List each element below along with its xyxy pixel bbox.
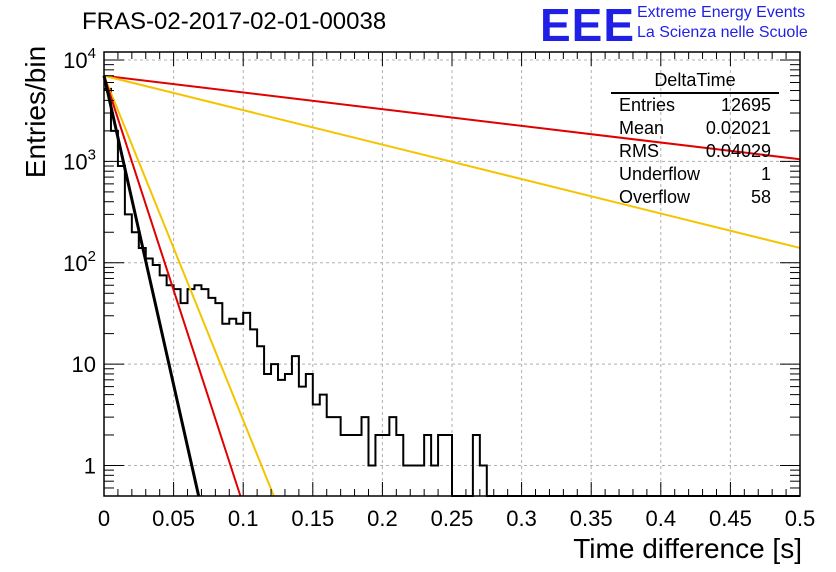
- x-tick-label: 0.1: [228, 506, 259, 531]
- stats-value: 12695: [720, 95, 771, 115]
- stats-name: DeltaTime: [611, 70, 779, 94]
- stats-row: RMS 0.04029: [611, 140, 779, 163]
- x-tick-label: 0: [98, 506, 110, 531]
- tick-labels: 0 0.05 0.1 0.15 0.2 0.25 0.3 0.35 0.4 0.45 0.5 1 10 1…: [63, 45, 815, 531]
- x-tick-label: 0.35: [570, 506, 613, 531]
- fit-line-black: [102, 75, 201, 497]
- stats-label: Underflow: [619, 164, 701, 184]
- x-tick-label: 0.4: [646, 506, 677, 531]
- y-tick-label: 1: [84, 453, 96, 478]
- logo-line-2: La Scienza nelle Scuole: [637, 24, 808, 41]
- stats-row: Overflow 58: [611, 186, 779, 209]
- fit-line-red: [103, 75, 242, 497]
- x-tick-label: 0.3: [506, 506, 537, 531]
- stats-label: Mean: [619, 118, 665, 138]
- x-tick-label: 0.2: [367, 506, 398, 531]
- stats-value: 0.04029: [705, 141, 771, 161]
- x-tick-label: 0.05: [152, 506, 195, 531]
- x-axis-label: Time difference [s]: [573, 533, 802, 564]
- stats-label: Overflow: [619, 187, 691, 207]
- ticks: [103, 52, 801, 497]
- y-tick-label: 10: [72, 352, 96, 377]
- eee-logo: EEE: [540, 0, 636, 51]
- x-tick-label: 0.5: [785, 506, 816, 531]
- x-tick-label: 0.25: [431, 506, 474, 531]
- x-tick-label: 0.45: [709, 506, 752, 531]
- y-tick-label: 104: [63, 45, 96, 73]
- stats-box: DeltaTime Entries 12695 Mean 0.02021 RMS 0.…: [611, 70, 779, 209]
- fit-line-orange: [103, 75, 275, 497]
- stats-row: Entries 12695: [611, 94, 779, 117]
- stats-label: Entries: [619, 95, 676, 115]
- logo-line-1: Extreme Energy Events: [637, 4, 806, 21]
- stats-value: 58: [750, 187, 771, 207]
- y-axis-label: Entries/bin: [20, 45, 51, 179]
- stats-value: 0.02021: [705, 118, 771, 138]
- stats-row: Mean 0.02021: [611, 117, 779, 140]
- stats-row: Underflow 1: [611, 163, 779, 186]
- fit-line-red: [103, 74, 801, 161]
- stats-label: RMS: [619, 141, 659, 161]
- fit-lines: [102, 74, 801, 497]
- x-tick-label: 0.15: [291, 506, 334, 531]
- chart-title: FRAS-02-2017-02-01-00038: [82, 8, 387, 35]
- fit-line-orange: [103, 74, 801, 249]
- y-tick-label: 102: [63, 248, 96, 276]
- stats-value: 1: [760, 164, 771, 184]
- y-tick-label: 103: [63, 146, 96, 174]
